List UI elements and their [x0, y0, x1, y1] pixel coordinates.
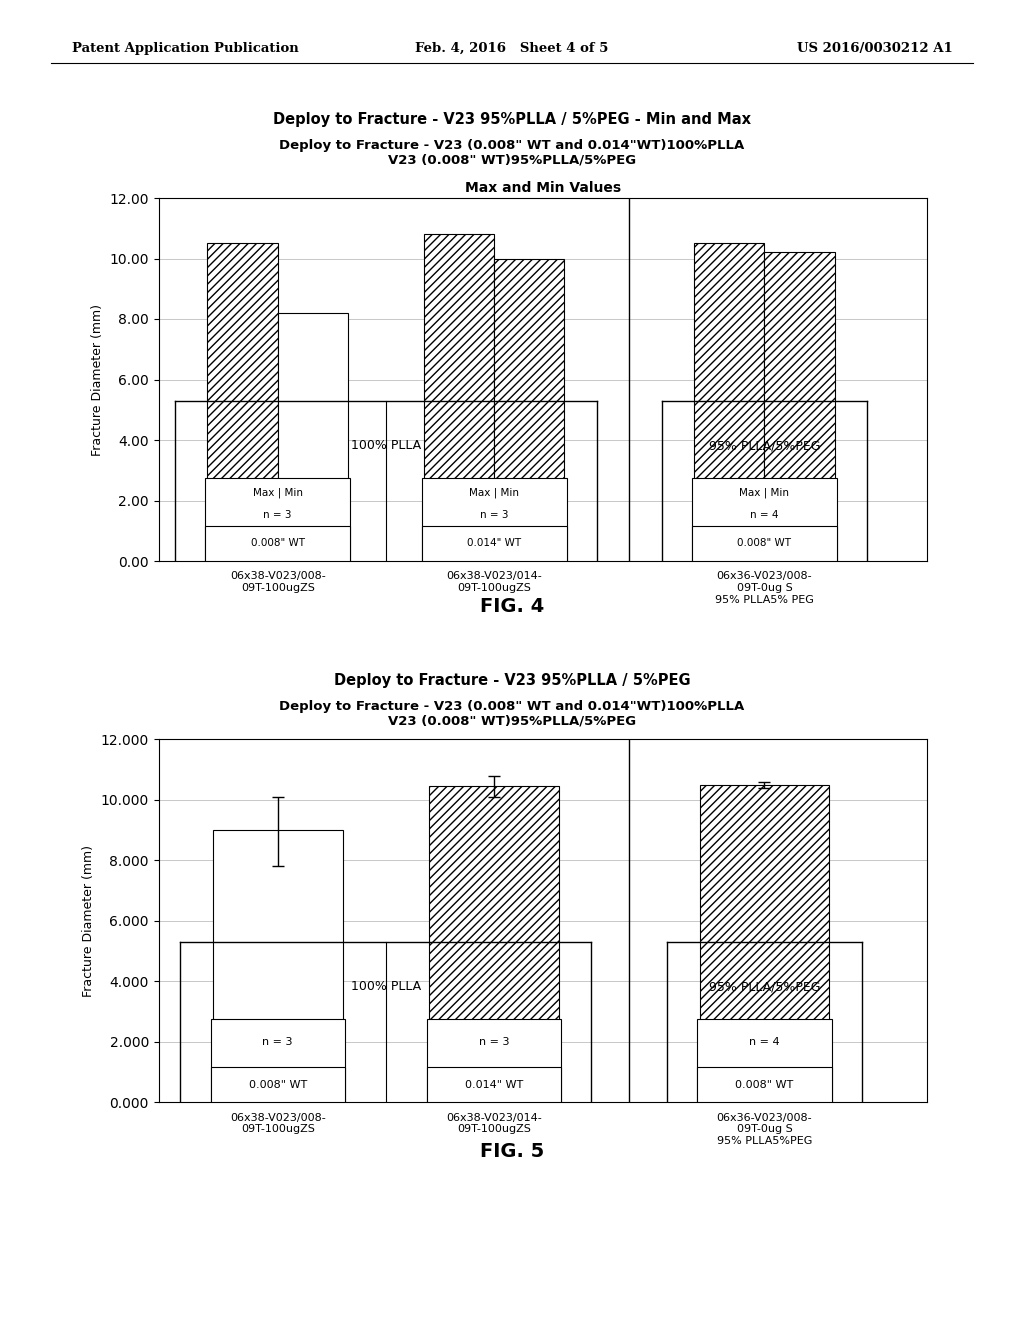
Bar — [422, 478, 566, 561]
Text: 0.008" WT: 0.008" WT — [735, 1080, 794, 1089]
Text: n = 3: n = 3 — [262, 1038, 293, 1047]
Title: Max and Min Values: Max and Min Values — [465, 181, 621, 195]
Text: Max | Min: Max | Min — [469, 487, 519, 498]
Bar — [494, 259, 564, 561]
Bar — [697, 1019, 831, 1102]
Text: Deploy to Fracture - V23 95%PLLA / 5%PEG - Min and Max: Deploy to Fracture - V23 95%PLLA / 5%PEG… — [273, 112, 751, 127]
Text: Patent Application Publication: Patent Application Publication — [72, 42, 298, 55]
Text: n = 4: n = 4 — [751, 510, 778, 520]
Text: 95% PLLA/5%PEG: 95% PLLA/5%PEG — [709, 440, 820, 451]
Text: n = 4: n = 4 — [750, 1038, 780, 1047]
Bar — [424, 235, 494, 561]
Bar — [692, 478, 837, 561]
Bar — [694, 243, 765, 561]
Text: n = 3: n = 3 — [479, 1038, 509, 1047]
Text: Deploy to Fracture - V23 (0.008" WT and 0.014"WT)100%PLLA
V23 (0.008" WT)95%PLLA: Deploy to Fracture - V23 (0.008" WT and … — [280, 139, 744, 166]
Text: 0.008" WT: 0.008" WT — [251, 539, 305, 548]
Text: Max | Min: Max | Min — [739, 487, 790, 498]
Text: Deploy to Fracture - V23 (0.008" WT and 0.014"WT)100%PLLA
V23 (0.008" WT)95%PLLA: Deploy to Fracture - V23 (0.008" WT and … — [280, 700, 744, 727]
Bar — [429, 787, 559, 1102]
Text: FIG. 4: FIG. 4 — [480, 597, 544, 615]
Text: Max | Min: Max | Min — [253, 487, 303, 498]
Text: 0.014" WT: 0.014" WT — [467, 539, 521, 548]
Bar — [205, 478, 350, 561]
Bar — [427, 1067, 561, 1102]
Text: 0.008" WT: 0.008" WT — [249, 1080, 307, 1089]
Text: Deploy to Fracture - V23 95%PLLA / 5%PEG: Deploy to Fracture - V23 95%PLLA / 5%PEG — [334, 673, 690, 688]
Text: 0.014" WT: 0.014" WT — [465, 1080, 523, 1089]
Bar — [211, 1019, 345, 1102]
Bar — [422, 525, 566, 561]
Text: 95% PLLA/5%PEG: 95% PLLA/5%PEG — [709, 981, 820, 993]
Bar — [211, 1067, 345, 1102]
Y-axis label: Fracture Diameter (mm): Fracture Diameter (mm) — [82, 845, 95, 997]
Text: FIG. 5: FIG. 5 — [480, 1142, 544, 1160]
Text: 100% PLLA: 100% PLLA — [351, 981, 421, 993]
Text: 0.008" WT: 0.008" WT — [737, 539, 792, 548]
Bar — [208, 243, 278, 561]
Bar — [427, 1019, 561, 1102]
Text: 100% PLLA: 100% PLLA — [351, 440, 421, 451]
Bar — [692, 525, 837, 561]
Text: n = 3: n = 3 — [263, 510, 292, 520]
Bar — [213, 830, 343, 1102]
Text: n = 3: n = 3 — [480, 510, 508, 520]
Bar — [699, 784, 829, 1102]
Y-axis label: Fracture Diameter (mm): Fracture Diameter (mm) — [91, 304, 104, 455]
Text: Feb. 4, 2016   Sheet 4 of 5: Feb. 4, 2016 Sheet 4 of 5 — [416, 42, 608, 55]
Bar — [765, 252, 835, 561]
Bar — [278, 313, 348, 561]
Bar — [697, 1067, 831, 1102]
Bar — [205, 525, 350, 561]
Text: US 2016/0030212 A1: US 2016/0030212 A1 — [797, 42, 952, 55]
